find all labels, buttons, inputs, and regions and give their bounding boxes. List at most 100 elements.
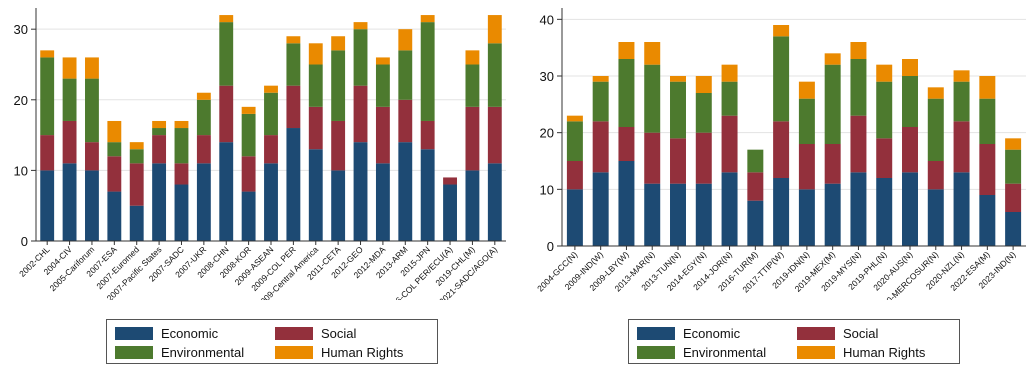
bar-economic-2011-ceta (331, 170, 346, 241)
bar-human-rights-2009-lby-w (618, 42, 635, 59)
bar-economic-2019-phl-n (876, 178, 893, 246)
bar-economic-2004-civ (62, 163, 77, 241)
bar-economic-2019-chl-m (465, 170, 480, 241)
bar-economic-2017-ttip-w (773, 178, 790, 246)
bar-human-rights-2007-esa (107, 120, 122, 143)
bar-environmental-2004-civ (62, 78, 77, 121)
legend-label-economic: Economic (161, 326, 219, 341)
bar-environmental-2021-sadc-ago-a (487, 43, 502, 107)
bar-social-2014-jor-n (721, 115, 738, 173)
bar-social-2020-aus-n (902, 127, 918, 173)
bar-environmental-2022-esa-m (979, 98, 996, 144)
bar-environmental-2004-gcc-n (566, 121, 583, 161)
bar-social-2009-ind-w (592, 121, 609, 173)
bar-social-2014-egy-n (695, 132, 712, 184)
legend-item-economic: Economic (637, 326, 740, 341)
chart-left: 01020302002-CHL2004-CIV2005-Cariforum200… (14, 8, 506, 300)
bar-social-2017-ttip-w (773, 121, 790, 178)
bar-human-rights-2002-chl (40, 50, 55, 58)
bar-economic-2012-mda (375, 163, 390, 241)
bar-human-rights-2014-jor-n (721, 64, 738, 82)
bar-economic-2009-ind-w (592, 172, 609, 246)
legend-swatch-environmental (115, 346, 153, 359)
bar-economic-2020-mercosur-n (927, 189, 944, 246)
bar-economic-2013-tun-n (670, 183, 686, 246)
bar-environmental-2009-col-per (286, 43, 301, 86)
bar-economic-2016-col-per-ecu-a (443, 184, 457, 241)
bar-human-rights-2008-kor (241, 106, 256, 114)
bar-economic-2007-esa (107, 191, 122, 241)
bar-human-rights-2012-mda (375, 57, 390, 65)
bar-environmental-2008-kor (241, 113, 256, 157)
bar-environmental-2007-euromed (129, 149, 144, 164)
y-tick-label: 30 (540, 69, 554, 84)
left-panel: 0 10 20 30 2002-CHL 2004-CIV 2005-Cariforum 200… (14, 8, 506, 364)
legend-item-environmental: Environmental (115, 345, 244, 360)
bar-social-2016-tur-m (747, 172, 764, 201)
bar-environmental-2007-ukr (196, 99, 211, 136)
legend-label-human-rights: Human Rights (843, 345, 926, 360)
bar-human-rights-2019-chl-m (465, 50, 480, 65)
legend-label-economic: Economic (683, 326, 741, 341)
bar-economic-2022-esa-m (979, 195, 996, 246)
legend-swatch-human-rights (797, 346, 835, 359)
bar-environmental-2007-pacific-states (152, 128, 167, 136)
bar-human-rights-2019-phl-n (876, 64, 893, 82)
bar-social-2004-gcc-n (566, 161, 583, 190)
bar-economic-2019-mex-m (824, 183, 841, 246)
y-tick-label: 0 (547, 239, 554, 254)
bar-environmental-2009-asean (264, 92, 278, 136)
bar-economic-2008-chn (219, 142, 234, 241)
legend-item-social: Social (797, 326, 878, 341)
bar-social-2011-ceta (331, 120, 346, 171)
plot-area (562, 8, 1026, 246)
bar-social-2019-chl-m (465, 106, 480, 171)
bar-economic-2009-col-per (286, 128, 301, 241)
bar-human-rights-2023-ind-n (1005, 138, 1022, 150)
bar-environmental-2013-tun-n (670, 81, 686, 139)
bar-human-rights-2019-mex-m (824, 53, 841, 65)
bar-human-rights-2004-civ (62, 57, 77, 79)
bar-human-rights-2007-pacific-states (152, 120, 167, 129)
bar-environmental-2012-geo (353, 29, 368, 86)
bar-social-2019-mex-m (824, 144, 841, 184)
bar-economic-2014-egy-n (695, 183, 712, 246)
bar-environmental-2011-ceta (331, 50, 346, 121)
bar-environmental-2009-lby-w (618, 59, 635, 127)
bar-social-2008-chn (219, 85, 234, 143)
bar-environmental-2020-mercosur-n (927, 98, 944, 161)
bar-social-2012-geo (353, 85, 368, 143)
bar-economic-2005-cariforum (85, 170, 99, 241)
bar-economic-2007-pacific-states (152, 163, 167, 241)
bar-environmental-2013-arm (398, 50, 413, 100)
bar-social-2007-sadc (174, 163, 189, 185)
bar-economic-2016-tur-m (747, 200, 764, 246)
bar-social-2019-phl-n (876, 138, 893, 178)
bar-environmental-2014-egy-n (695, 93, 712, 133)
bar-economic-2004-gcc-n (566, 189, 583, 246)
bar-social-2012-mda (375, 106, 390, 164)
bar-social-2013-tun-n (670, 138, 686, 184)
bar-social-2019-mys-n (850, 115, 867, 173)
bar-human-rights-2019-mys-n (850, 42, 867, 59)
bar-environmental-2005-cariforum (85, 78, 99, 143)
legend-swatch-human-rights (275, 346, 313, 359)
bar-economic-2023-ind-n (1005, 212, 1022, 246)
bar-human-rights-2009-central-america (308, 43, 323, 65)
bar-human-rights-2019-idn-n (798, 81, 815, 99)
y-tick-label: 10 (540, 182, 554, 197)
bar-social-2020-mercosur-n (927, 161, 944, 190)
bar-economic-2009-asean (264, 163, 278, 241)
bar-human-rights-2020-mercosur-n (927, 87, 944, 99)
legend-item-human-rights: Human Rights (797, 345, 925, 360)
bar-human-rights-2020-nzl-n (953, 70, 970, 82)
bar-environmental-2017-ttip-w (773, 36, 790, 122)
bar-human-rights-2012-geo (353, 22, 368, 30)
bar-economic-2007-ukr (196, 163, 211, 241)
bar-social-2023-ind-n (1005, 183, 1022, 212)
bar-social-2009-col-per (286, 85, 301, 129)
legend-swatch-economic (637, 327, 675, 340)
bar-economic-2007-euromed (129, 205, 144, 241)
y-tick-label: 10 (14, 163, 28, 178)
bar-environmental-2019-phl-n (876, 81, 893, 139)
